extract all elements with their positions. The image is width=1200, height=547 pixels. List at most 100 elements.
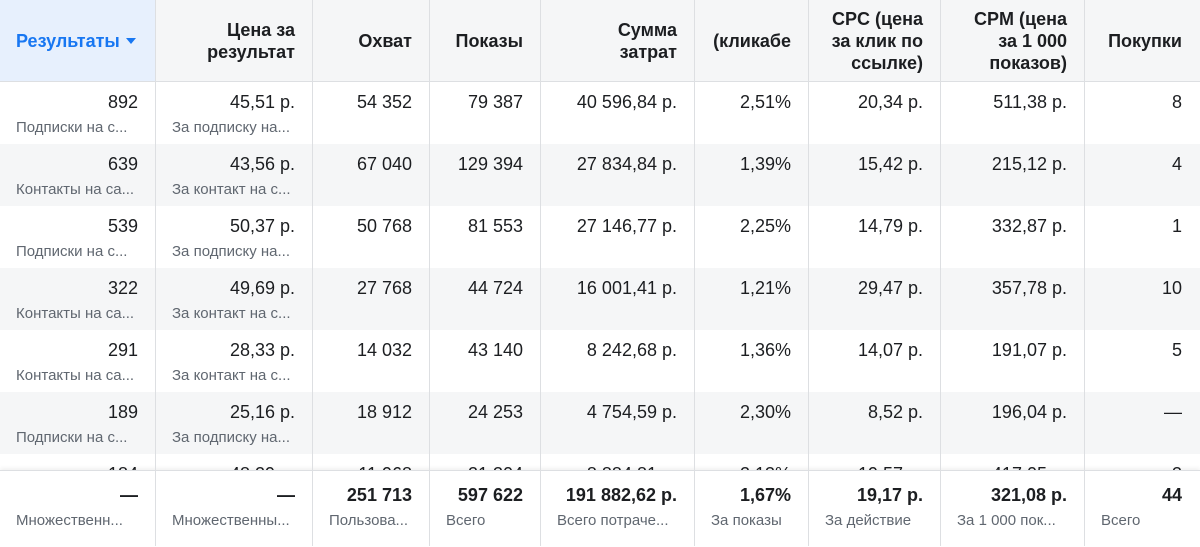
column-header-label: Цена за результат — [207, 19, 295, 62]
column-header-label: Результаты — [16, 30, 120, 51]
cell-value: 67 040 — [356, 154, 412, 174]
summary-subtext: Множественны... — [172, 512, 290, 529]
summary-cell-results: — Множественн... — [0, 471, 156, 547]
column-header-impressions[interactable]: Показы — [430, 0, 541, 81]
cell-cpm: 196,04 р. — [941, 392, 1085, 454]
cell-value: 21 304 — [468, 463, 523, 470]
column-divider[interactable] — [1084, 0, 1085, 546]
column-header-label: Показы — [455, 30, 524, 51]
column-divider[interactable] — [940, 0, 941, 546]
cell-subtext: За подписку на... — [172, 429, 290, 446]
cell-purchases: 8 — [1085, 82, 1200, 144]
column-header-label: (кликабе — [713, 30, 791, 51]
table-row[interactable]: 539 Подписки на с... 50,37 р. За подписку н… — [0, 206, 1200, 268]
cell-value: 129 394 — [457, 154, 523, 174]
cell-value: 215,12 р. — [991, 154, 1067, 174]
cell-cpm: 191,07 р. — [941, 330, 1085, 392]
cell-value: 8 — [1171, 92, 1182, 112]
column-divider[interactable] — [312, 0, 313, 546]
cell-purchases: 5 — [1085, 330, 1200, 392]
cell-ctr: 2,25% — [695, 206, 809, 268]
cell-amount-spent: 40 596,84 р. — [541, 82, 695, 144]
summary-subtext: Всего — [1101, 512, 1141, 529]
table-row[interactable]: 291 Контакты на са... 28,33 р. За контакт н… — [0, 330, 1200, 392]
cell-value: 511,38 р. — [993, 92, 1067, 112]
cell-cpc: 15,42 р. — [809, 144, 941, 206]
cell-cpc: 14,79 р. — [809, 206, 941, 268]
cell-impressions: 43 140 — [430, 330, 541, 392]
cell-value: 49,69 р. — [229, 278, 295, 298]
cell-results: 184 — [0, 454, 156, 470]
cell-value: 10 — [1161, 278, 1182, 298]
cell-reach: 54 352 — [313, 82, 430, 144]
cell-ctr: 2,30% — [695, 392, 809, 454]
cell-value: 43 140 — [467, 340, 523, 360]
summary-subtext: Всего — [446, 512, 486, 529]
column-header-purchases[interactable]: Покупки — [1085, 0, 1200, 81]
cell-value: 332,87 р. — [991, 216, 1067, 236]
column-header-cpm[interactable]: CPM (цена за 1 000 показов) — [941, 0, 1085, 81]
cell-value: 8,52 р. — [867, 402, 923, 422]
summary-subtext: За действие — [825, 512, 912, 529]
summary-subtext: За показы — [711, 512, 782, 529]
column-header-results[interactable]: Результаты — [0, 0, 156, 81]
cell-results: 539 Подписки на с... — [0, 206, 156, 268]
summary-value: 1,67% — [739, 485, 791, 505]
table-row[interactable]: 892 Подписки на с... 45,51 р. За подписку н… — [0, 82, 1200, 144]
cell-value: 1,21% — [739, 278, 791, 298]
cell-reach: 14 032 — [313, 330, 430, 392]
cell-value: 8 884,81 р. — [587, 463, 677, 470]
cell-value: 3 — [1172, 463, 1182, 470]
cell-value: 417,05 р. — [992, 463, 1067, 470]
table-row[interactable]: 322 Контакты на са... 49,69 р. За контакт н… — [0, 268, 1200, 330]
cell-amount-spent: 27 146,77 р. — [541, 206, 695, 268]
cell-amount-spent: 8 242,68 р. — [541, 330, 695, 392]
cell-subtext: Подписки на с... — [16, 243, 128, 260]
table-summary-row: — Множественн... — Множественны... 251 713 По… — [0, 470, 1200, 547]
cell-impressions: 129 394 — [430, 144, 541, 206]
cell-value: 28,33 р. — [229, 340, 295, 360]
table-row[interactable]: 189 Подписки на с... 25,16 р. За подписку н… — [0, 392, 1200, 454]
cell-subtext: Подписки на с... — [16, 429, 128, 446]
column-divider[interactable] — [429, 0, 430, 546]
table-row[interactable]: 639 Контакты на са... 43,56 р. За контакт н… — [0, 144, 1200, 206]
column-header-label: Охват — [358, 30, 412, 51]
cell-results: 639 Контакты на са... — [0, 144, 156, 206]
cell-value: 27 834,84 р. — [576, 154, 677, 174]
column-divider[interactable] — [155, 0, 156, 546]
column-header-cost-per-result[interactable]: Цена за результат — [156, 0, 313, 81]
cell-value: 25,16 р. — [229, 402, 295, 422]
cell-subtext: За контакт на с... — [172, 305, 291, 322]
cell-results: 189 Подписки на с... — [0, 392, 156, 454]
summary-value: — — [277, 485, 295, 505]
summary-value: — — [120, 485, 138, 505]
cell-cost-per-result: 25,16 р. За подписку на... — [156, 392, 313, 454]
column-divider[interactable] — [540, 0, 541, 546]
cell-value: 291 — [107, 340, 138, 360]
summary-value: 321,08 р. — [990, 485, 1067, 505]
summary-value: 44 — [1161, 485, 1182, 505]
cell-value: 54 352 — [356, 92, 412, 112]
column-header-ctr[interactable]: (кликабе — [695, 0, 809, 81]
summary-cell-cpm: 321,08 р. За 1 000 пок... — [941, 471, 1085, 547]
cell-cpc: 8,52 р. — [809, 392, 941, 454]
column-divider[interactable] — [808, 0, 809, 546]
column-header-amount-spent[interactable]: Сумма затрат — [541, 0, 695, 81]
column-header-reach[interactable]: Охват — [313, 0, 430, 81]
summary-cell-purchases: 44 Всего — [1085, 471, 1200, 547]
cell-cost-per-result: 48,29 р. — [156, 454, 313, 470]
summary-subtext: Множественн... — [16, 512, 123, 529]
cell-cpc: 19,57 р. — [809, 454, 941, 470]
cell-subtext: Подписки на с... — [16, 119, 128, 136]
cell-value: 11 968 — [358, 463, 412, 470]
cell-impressions: 81 553 — [430, 206, 541, 268]
cell-cost-per-result: 28,33 р. За контакт на с... — [156, 330, 313, 392]
cell-amount-spent: 27 834,84 р. — [541, 144, 695, 206]
table-row[interactable]: 184 48,29 р. 11 968 21 304 8 884,81 р. 2,13% 1… — [0, 454, 1200, 470]
cell-value: 19,57 р. — [858, 463, 923, 470]
cell-purchases: 10 — [1085, 268, 1200, 330]
cell-subtext: За подписку на... — [172, 119, 290, 136]
column-divider[interactable] — [694, 0, 695, 546]
column-header-cpc[interactable]: CPC (цена за клик по ссылке) — [809, 0, 941, 81]
cell-value: 892 — [107, 92, 138, 112]
